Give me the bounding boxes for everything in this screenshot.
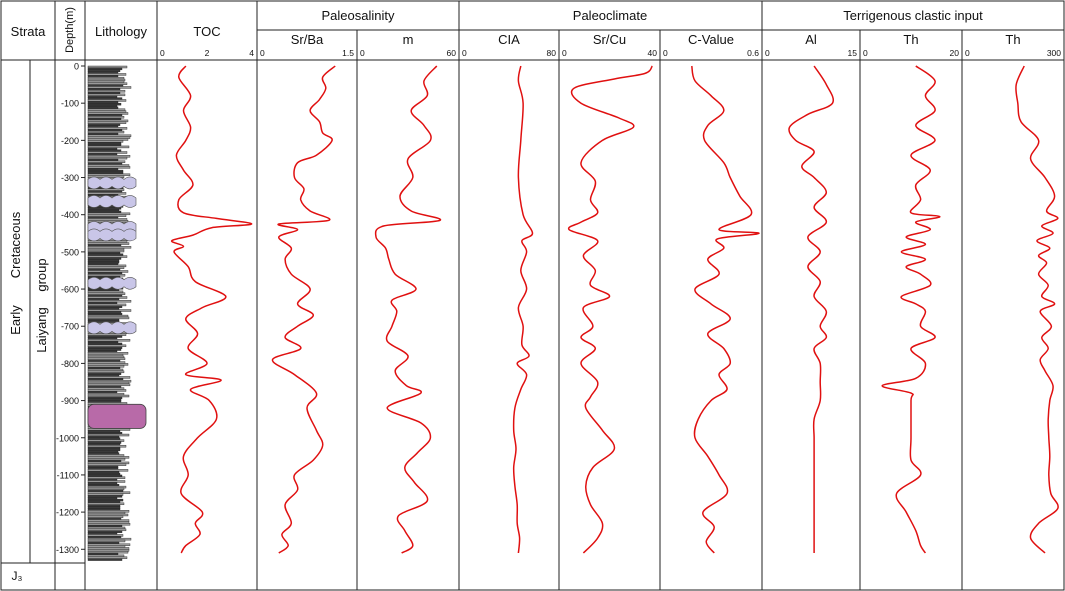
scale-tick-label: 0 — [160, 48, 165, 58]
depth-tick-label: 0 — [74, 62, 79, 72]
scale-tick-label: 0 — [965, 48, 970, 58]
scale-tick-label: 0 — [863, 48, 868, 58]
scale-tick-label: 0 — [462, 48, 467, 58]
depth-tick-label: -1000 — [56, 433, 79, 443]
scale-tick-label: 0 — [260, 48, 265, 58]
series-line — [567, 65, 653, 554]
track-title: Sr/Cu — [593, 32, 626, 47]
header-paleoclimate: Paleoclimate — [573, 8, 647, 23]
scale-tick-label: 0 — [562, 48, 567, 58]
marl-layer — [87, 195, 137, 208]
series-line — [881, 65, 941, 554]
depth-tick-label: -900 — [61, 396, 79, 406]
header-depth: Depth(m) — [64, 7, 76, 53]
header-lithology: Lithology — [95, 24, 148, 39]
series-line — [788, 65, 834, 553]
lithology-column — [87, 65, 147, 561]
scale-tick-label: 4 — [249, 48, 254, 58]
scale-tick-label: 20 — [950, 48, 960, 58]
strata-laiyang-label: Laiyang — [34, 307, 49, 353]
header-terrigenous: Terrigenous clastic input — [843, 8, 983, 23]
scale-tick-label: 2 — [205, 48, 210, 58]
track-1: TOC 0 2 4 — [160, 24, 254, 554]
scale-tick-label: 0 — [663, 48, 668, 58]
depth-axis: 0 -100 -200 -300 -400 -500 -600 -700 -800 -900 -10… — [56, 62, 85, 555]
depth-tick-label: -100 — [61, 99, 79, 109]
header-strata: Strata — [11, 24, 46, 39]
scale-tick-label: 0 — [360, 48, 365, 58]
depth-tick-label: -600 — [61, 285, 79, 295]
track-title: Th — [903, 32, 918, 47]
marl-layer — [87, 276, 137, 290]
track-3: m 0 60 — [360, 32, 457, 554]
track-title: Th — [1005, 32, 1020, 47]
series-line — [171, 65, 253, 554]
track-6: C-Value 0 0.6 — [663, 32, 760, 554]
depth-tick-label: -700 — [61, 322, 79, 332]
series-line — [1015, 65, 1059, 554]
strata-group-label: group — [34, 258, 49, 291]
depth-tick-label: -400 — [61, 210, 79, 220]
track-9: Th 0 300 — [965, 32, 1061, 554]
track-5: Sr/Cu 0 40 — [562, 32, 658, 554]
track-title: Sr/Ba — [291, 32, 324, 47]
track-title: Al — [805, 32, 817, 47]
track-7: Al 0 15 — [765, 32, 857, 553]
series-line — [512, 65, 534, 554]
series-line — [271, 65, 336, 554]
marl-layer — [87, 176, 137, 190]
strata-j3-label: J₃ — [12, 569, 23, 583]
scale-tick-label: 0 — [765, 48, 770, 58]
volcanic-layer — [87, 403, 147, 429]
mudstone-layer — [87, 558, 123, 561]
depth-tick-label: -200 — [61, 136, 79, 146]
series-line — [374, 65, 442, 554]
series-line — [691, 65, 760, 554]
strata-early-label: Early — [8, 305, 23, 335]
track-title: CIA — [498, 32, 520, 47]
track-title: TOC — [193, 24, 220, 39]
tracks: TOC 0 2 4 Sr/Ba 0 1.5 m 0 60 CIA 0 80 Sr/Cu 0 40 C-Value… — [160, 24, 1061, 554]
depth-tick-label: -500 — [61, 247, 79, 257]
scale-tick-label: 60 — [447, 48, 457, 58]
header-paleosalinity: Paleosalinity — [322, 8, 395, 23]
track-title: m — [403, 32, 414, 47]
track-2: Sr/Ba 0 1.5 — [260, 32, 354, 554]
track-4: CIA 0 80 — [462, 32, 557, 554]
depth-tick-label: -1300 — [56, 545, 79, 555]
scale-tick-label: 1.5 — [342, 48, 354, 58]
scale-tick-label: 40 — [648, 48, 658, 58]
scale-tick-label: 15 — [848, 48, 858, 58]
marl-layer — [87, 321, 137, 335]
scale-tick-label: 0.6 — [747, 48, 759, 58]
track-8: Th 0 20 — [863, 32, 960, 554]
marl-layer — [87, 228, 137, 242]
track-title: C-Value — [688, 32, 734, 47]
depth-tick-label: -1200 — [56, 508, 79, 518]
strata-cretaceous-label: Cretaceous — [8, 211, 23, 278]
depth-tick-label: -300 — [61, 173, 79, 183]
scale-tick-label: 80 — [547, 48, 557, 58]
depth-tick-label: -800 — [61, 359, 79, 369]
depth-tick-label: -1100 — [57, 470, 79, 480]
scale-tick-label: 300 — [1047, 48, 1061, 58]
